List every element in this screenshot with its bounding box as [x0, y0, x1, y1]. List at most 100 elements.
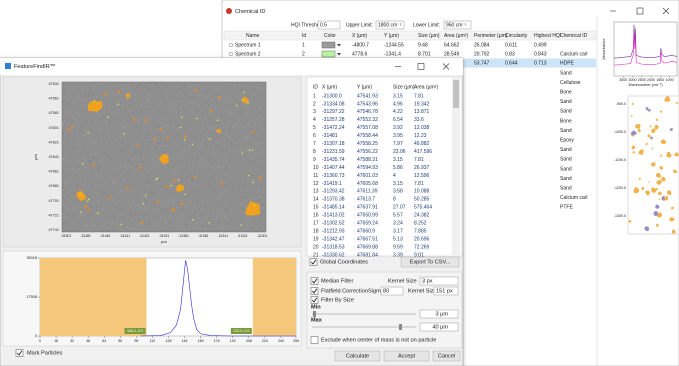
input[interactable]: [419, 309, 459, 319]
maximize-button[interactable]: [636, 7, 644, 15]
texture: [194, 212, 196, 214]
texture: [130, 125, 132, 127]
texture: [214, 201, 216, 203]
input[interactable]: [433, 286, 459, 296]
texture: [146, 119, 148, 121]
texture: [189, 222, 191, 224]
input[interactable]: [317, 20, 341, 30]
texture: [216, 218, 218, 220]
threshold-badge: [124, 328, 146, 334]
texture: [224, 215, 227, 218]
column-header: Area (µm²): [414, 84, 438, 90]
label: Min: [311, 304, 321, 310]
column-header: ID: [313, 84, 318, 90]
map-tick-label: -1200.0: [614, 186, 626, 190]
texture: [152, 192, 154, 194]
texture: [205, 217, 207, 219]
export-button[interactable]: [400, 256, 460, 268]
cell: 3.95: [393, 133, 403, 139]
texture: [159, 204, 161, 206]
texture: [103, 195, 105, 197]
checkbox[interactable]: [310, 287, 319, 295]
texture: [145, 182, 147, 185]
x-tick-label: 160: [198, 339, 204, 343]
texture: [161, 202, 163, 204]
cell: -31435.74: [322, 157, 345, 163]
spectrum-line: [613, 32, 678, 66]
texture: [127, 202, 129, 204]
texture: [99, 160, 101, 162]
checkbox[interactable]: [310, 277, 319, 285]
checkbox[interactable]: [309, 258, 318, 266]
slider-handle[interactable]: [313, 311, 316, 317]
texture: [134, 89, 136, 91]
texture: [63, 91, 66, 93]
particle-mark: [194, 89, 198, 93]
texture: [248, 220, 250, 223]
texture: [120, 189, 122, 191]
scrollbar[interactable]: [452, 78, 460, 255]
cell: 47543.96: [357, 101, 378, 107]
label: Kernel Size: [408, 288, 437, 294]
texture: [218, 98, 220, 100]
close-button[interactable]: [662, 7, 670, 15]
checkmark: [310, 259, 317, 265]
particle-mark: [84, 204, 88, 208]
texture: [201, 143, 203, 145]
texture: [105, 122, 107, 124]
texture: [78, 165, 80, 167]
texture: [166, 187, 169, 189]
checkbox[interactable]: [310, 296, 319, 304]
texture: [211, 130, 213, 133]
texture: [221, 177, 224, 179]
texture: [164, 219, 166, 222]
particle-dot: [123, 132, 125, 135]
cell: 3.24: [393, 221, 403, 227]
texture: [94, 224, 97, 226]
particle-dot: [170, 184, 173, 187]
texture: [128, 144, 130, 146]
texture: [244, 183, 246, 185]
color-swatch[interactable]: [321, 50, 336, 58]
texture: [228, 178, 230, 180]
input[interactable]: [375, 20, 405, 30]
maximize-button[interactable]: [417, 63, 425, 70]
texture: [198, 161, 200, 163]
texture: [244, 196, 246, 198]
texture: [134, 214, 137, 216]
input[interactable]: [380, 286, 404, 296]
cell: 26.937: [414, 165, 430, 171]
slider-handle[interactable]: [399, 324, 402, 330]
input-value: 80: [383, 288, 389, 294]
close-button[interactable]: [442, 63, 450, 70]
button[interactable]: [383, 350, 430, 362]
texture: [217, 167, 220, 169]
particle-dot: [117, 103, 119, 106]
input[interactable]: [419, 276, 459, 286]
particle: [675, 101, 678, 105]
scrollbar-thumb[interactable]: [453, 80, 459, 108]
texture: [79, 94, 81, 96]
button[interactable]: [334, 350, 381, 362]
cell: -31370.38: [322, 197, 345, 203]
texture: [118, 133, 120, 135]
texture: [114, 200, 116, 202]
cell: 4: [393, 173, 396, 179]
texture: [219, 167, 221, 169]
color-swatch[interactable]: [321, 41, 336, 49]
texture: [64, 174, 66, 176]
checkbox[interactable]: [310, 336, 319, 344]
texture: [117, 207, 119, 209]
particle: [655, 204, 660, 209]
cell: 575.464: [414, 205, 432, 211]
input[interactable]: [443, 20, 472, 30]
checkbox[interactable]: [15, 349, 24, 357]
particle-mark: [172, 178, 177, 182]
input[interactable]: [419, 322, 459, 332]
texture: [241, 149, 243, 152]
texture: [259, 114, 261, 117]
texture: [255, 152, 257, 155]
y-axis-label: Absorbance: [601, 38, 606, 60]
button[interactable]: [432, 350, 461, 362]
texture: [156, 147, 158, 149]
